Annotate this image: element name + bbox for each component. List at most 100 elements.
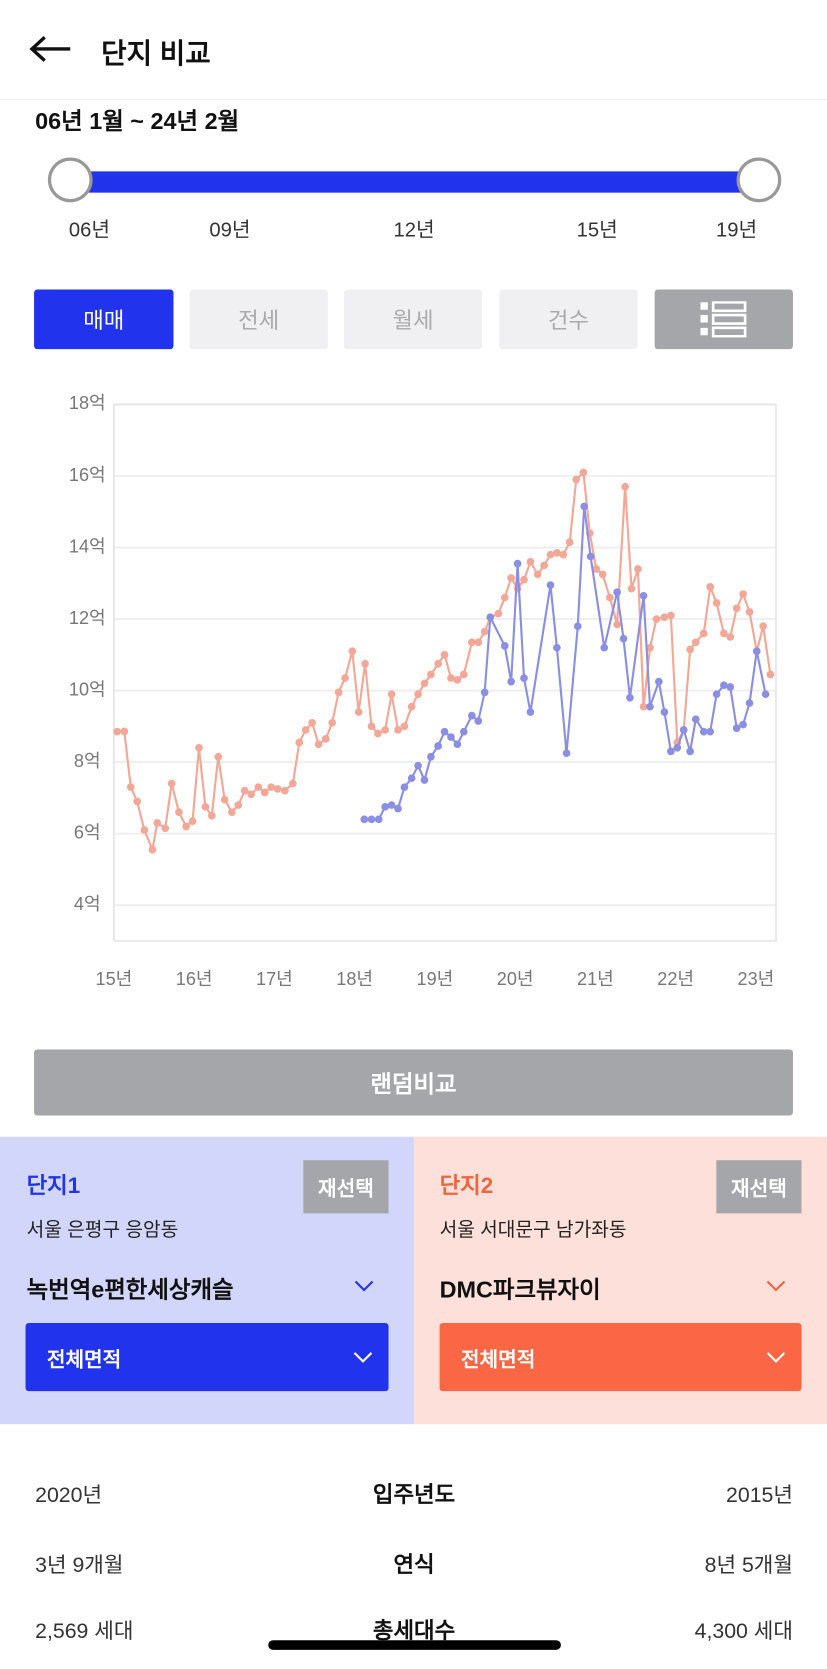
slider-label: 15년 bbox=[576, 219, 618, 242]
x-tick-label: 15년 bbox=[96, 969, 133, 989]
data-point bbox=[573, 622, 582, 631]
data-point bbox=[726, 683, 735, 691]
y-tick-label: 8억 bbox=[74, 751, 101, 771]
y-tick-label: 6억 bbox=[74, 822, 101, 842]
complex-panel: 단지2 재선택 서울 서대문구 남가좌동 DMC파크뷰자이 전체면적 bbox=[414, 1136, 827, 1425]
data-point bbox=[374, 815, 383, 824]
data-point bbox=[626, 693, 634, 702]
data-point bbox=[328, 718, 337, 727]
reselect-button[interactable]: 재선택 bbox=[303, 1160, 389, 1214]
area-label: 전체면적 bbox=[460, 1349, 536, 1373]
data-point bbox=[254, 783, 263, 791]
slider-label: 06년 bbox=[68, 219, 110, 242]
data-point bbox=[220, 795, 229, 804]
x-tick-label: 21년 bbox=[577, 969, 614, 989]
plot-frame bbox=[113, 403, 777, 942]
data-point bbox=[348, 647, 357, 656]
data-point bbox=[120, 727, 129, 736]
table-cell: 3년 9개월 bbox=[35, 1554, 124, 1578]
data-point bbox=[153, 819, 162, 827]
data-point bbox=[706, 583, 715, 591]
data-point bbox=[240, 786, 249, 795]
tab[interactable]: 건수 bbox=[499, 289, 638, 350]
data-point bbox=[546, 550, 555, 559]
data-point bbox=[600, 643, 609, 652]
data-point bbox=[732, 604, 741, 613]
data-point bbox=[646, 643, 654, 652]
tab[interactable]: 매매 bbox=[34, 289, 174, 350]
data-point bbox=[354, 708, 363, 716]
area-dropdown[interactable]: 전체면적 bbox=[25, 1323, 389, 1392]
data-point bbox=[540, 561, 548, 570]
data-point bbox=[686, 747, 694, 756]
y-tick-label: 4억 bbox=[74, 894, 101, 914]
data-point bbox=[686, 645, 694, 654]
area-dropdown[interactable]: 전체면적 bbox=[439, 1323, 802, 1392]
data-point bbox=[712, 599, 721, 607]
data-point bbox=[706, 727, 715, 736]
data-point bbox=[507, 574, 515, 582]
data-point bbox=[606, 593, 614, 602]
data-point bbox=[214, 752, 223, 761]
tab[interactable]: 월세 bbox=[343, 289, 483, 350]
data-point bbox=[434, 742, 442, 750]
data-point bbox=[407, 774, 416, 783]
table-header: 입주년도 bbox=[372, 1482, 456, 1508]
data-point bbox=[562, 749, 571, 758]
data-point bbox=[634, 565, 642, 573]
complex-name[interactable]: DMC파크뷰자이 bbox=[439, 1276, 601, 1303]
period-range: 06년 1월 ~ 24년 2월 bbox=[35, 107, 240, 135]
data-point bbox=[394, 804, 402, 813]
slider-handle[interactable] bbox=[47, 157, 93, 203]
data-point bbox=[140, 826, 149, 834]
table-cell: 2020년 bbox=[35, 1483, 103, 1508]
data-point bbox=[759, 622, 767, 631]
data-point bbox=[745, 699, 754, 707]
y-tick-label: 12억 bbox=[69, 608, 106, 628]
data-point bbox=[559, 550, 568, 559]
data-point bbox=[440, 727, 449, 736]
data-point bbox=[480, 688, 489, 697]
data-point bbox=[667, 747, 675, 756]
reselect-button[interactable]: 재선택 bbox=[716, 1160, 802, 1214]
x-tick-label: 23년 bbox=[738, 969, 775, 989]
data-point bbox=[474, 638, 483, 647]
complex-location: 서울 서대문구 남가좌동 bbox=[439, 1218, 627, 1241]
y-tick-label: 16억 bbox=[69, 465, 106, 485]
data-point bbox=[553, 643, 561, 652]
data-point bbox=[295, 738, 304, 747]
data-point bbox=[673, 743, 682, 752]
data-point bbox=[314, 740, 323, 749]
list-button[interactable] bbox=[654, 289, 793, 350]
x-tick-label: 16년 bbox=[176, 969, 213, 989]
data-point bbox=[579, 468, 588, 477]
data-point bbox=[533, 570, 542, 579]
data-point bbox=[247, 790, 255, 799]
data-point bbox=[374, 729, 382, 738]
data-point bbox=[459, 727, 468, 736]
data-point bbox=[161, 824, 170, 833]
table-header: 총세대수 bbox=[372, 1618, 456, 1644]
data-point bbox=[133, 797, 141, 806]
x-tick-label: 18년 bbox=[336, 969, 373, 989]
tab[interactable]: 전세 bbox=[189, 289, 328, 350]
data-point bbox=[613, 588, 621, 597]
chevron bbox=[766, 1280, 786, 1292]
data-point bbox=[420, 776, 429, 784]
series-line bbox=[117, 470, 772, 854]
back-arrow[interactable] bbox=[28, 34, 75, 64]
data-point bbox=[195, 743, 203, 752]
data-point bbox=[627, 584, 636, 593]
slider-handle[interactable] bbox=[736, 157, 782, 203]
data-point bbox=[387, 801, 396, 809]
random-button[interactable]: 랜덤비교 bbox=[34, 1049, 793, 1116]
data-point bbox=[513, 584, 522, 593]
data-point bbox=[381, 802, 389, 811]
data-point bbox=[766, 670, 775, 679]
x-tick-label: 22년 bbox=[657, 969, 694, 989]
data-point bbox=[414, 690, 422, 698]
complex-name[interactable]: 녹번역e편한세상캐슬 bbox=[26, 1276, 234, 1303]
data-point bbox=[553, 549, 561, 557]
x-tick-label: 17년 bbox=[256, 969, 293, 989]
